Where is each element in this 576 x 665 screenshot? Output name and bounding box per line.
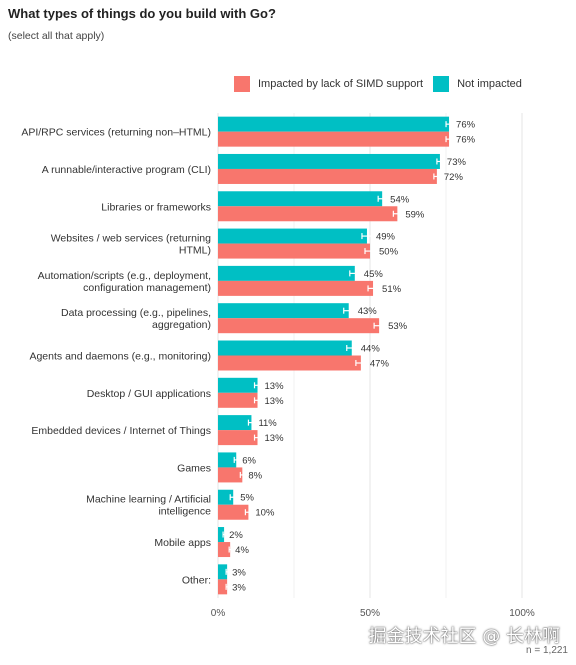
data-label: 73% — [447, 157, 467, 168]
data-label: 3% — [232, 582, 246, 593]
bar-not-impacted — [218, 303, 349, 319]
data-label: 43% — [358, 306, 378, 317]
data-label: 49% — [376, 232, 396, 243]
category-label: Data processing (e.g., pipelines, aggrega… — [61, 307, 211, 331]
bar-impacted — [218, 467, 243, 483]
data-label: 6% — [242, 455, 256, 466]
data-label: 51% — [382, 284, 402, 295]
category-label: Desktop / GUI applications — [87, 388, 211, 400]
category-label: A runnable/interactive program (CLI) — [42, 164, 211, 176]
x-tick-label: 100% — [509, 608, 535, 619]
bar-impacted — [218, 392, 258, 408]
bar-not-impacted — [218, 377, 258, 393]
category-label: API/RPC services (returning non–HTML) — [21, 127, 211, 139]
bar-not-impacted — [218, 340, 352, 356]
data-label: 54% — [390, 194, 410, 205]
bar-not-impacted — [218, 228, 367, 244]
legend-label-not-impacted: Not impacted — [457, 78, 522, 90]
bar-not-impacted — [218, 415, 252, 431]
data-label: 2% — [229, 530, 243, 541]
category-label: Other: — [182, 574, 211, 586]
data-label: 47% — [370, 359, 390, 370]
data-label: 53% — [388, 321, 408, 332]
data-label: 4% — [235, 545, 249, 556]
bar-impacted — [218, 280, 374, 296]
data-label: 76% — [456, 135, 476, 146]
category-label: Machine learning / Artificial intelligenc… — [86, 494, 211, 518]
legend-item-not-impacted: Not impacted — [433, 76, 522, 92]
data-label: 3% — [232, 567, 246, 578]
data-label: 13% — [265, 381, 285, 392]
bar-impacted — [218, 243, 370, 259]
bar-impacted — [218, 430, 258, 446]
data-label: 59% — [405, 209, 425, 220]
data-label: 13% — [265, 433, 285, 444]
data-label: 50% — [379, 247, 399, 258]
bar-impacted — [218, 168, 437, 184]
bar-not-impacted — [218, 564, 228, 580]
data-label: 10% — [255, 508, 275, 519]
bar-not-impacted — [218, 489, 234, 505]
bar-impacted — [218, 318, 380, 334]
bar-impacted — [218, 355, 361, 371]
bar-impacted — [218, 579, 228, 595]
category-label: Websites / web services (returning HTML) — [51, 233, 211, 257]
category-label: Games — [177, 462, 211, 474]
category-label: Agents and daemons (e.g., monitoring) — [29, 351, 211, 363]
data-label: 11% — [258, 418, 277, 429]
category-label: Mobile apps — [154, 537, 211, 549]
x-tick-label: 0% — [211, 608, 226, 619]
data-label: 72% — [444, 172, 464, 183]
bar-not-impacted — [218, 452, 237, 468]
category-label: Automation/scripts (e.g., deployment, con… — [38, 270, 211, 294]
x-tick-label: 50% — [360, 608, 380, 619]
bar-not-impacted — [218, 153, 440, 169]
sample-size-label: n = 1,221 — [526, 645, 568, 656]
data-label: 45% — [364, 269, 384, 280]
legend-label-impacted: Impacted by lack of SIMD support — [258, 78, 424, 90]
bar-impacted — [218, 206, 398, 222]
chart-title: What types of things do you build with G… — [8, 6, 276, 21]
legend-swatch-not-impacted — [433, 76, 450, 92]
data-label: 44% — [361, 344, 381, 355]
bar-impacted — [218, 131, 450, 147]
legend-item-impacted: Impacted by lack of SIMD support — [234, 76, 423, 92]
watermark: 掘金技术社区 @ 长林啊 — [368, 626, 560, 647]
category-label: Embedded devices / Internet of Things — [31, 425, 211, 437]
chart-subtitle: (select all that apply) — [8, 30, 105, 42]
bar-not-impacted — [218, 116, 450, 132]
category-label: Libraries or frameworks — [101, 201, 211, 213]
legend-swatch-impacted — [234, 76, 250, 92]
bar-impacted — [218, 504, 249, 520]
data-label: 13% — [265, 396, 285, 407]
bar-impacted — [218, 542, 231, 558]
data-label: 5% — [240, 493, 254, 504]
bar-not-impacted — [218, 191, 383, 207]
data-label: 76% — [456, 120, 476, 131]
legend: Impacted by lack of SIMD support Not imp… — [234, 76, 532, 92]
bar-not-impacted — [218, 265, 355, 281]
bar-not-impacted — [218, 527, 225, 543]
data-label: 8% — [248, 470, 262, 481]
